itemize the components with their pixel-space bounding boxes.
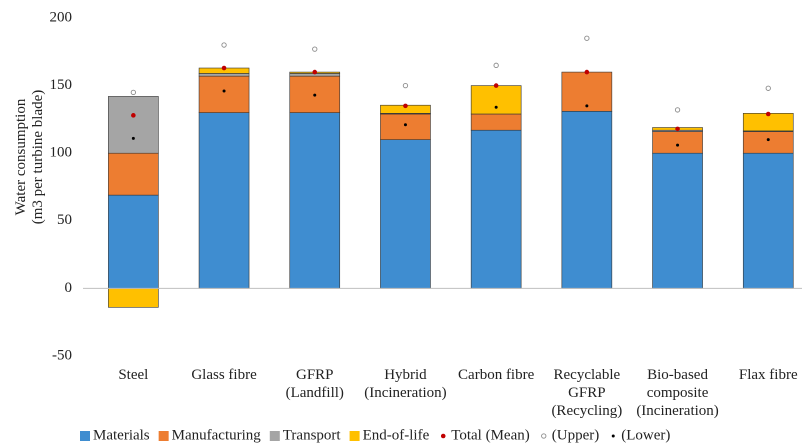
x-tick-label-line: Recyclable xyxy=(554,367,621,383)
y-tick-label: 50 xyxy=(57,212,72,228)
legend-label: Manufacturing xyxy=(172,427,262,443)
legend-swatch xyxy=(158,431,169,441)
x-tick-label-line: Flax fibre xyxy=(739,367,798,383)
x-tick-label-line: Bio-based xyxy=(647,367,708,383)
lower-point xyxy=(131,136,135,140)
bar-segment xyxy=(742,131,794,154)
legend-label: (Upper) xyxy=(552,427,599,443)
legend-swatch xyxy=(349,431,360,441)
y-tick-label: 0 xyxy=(65,280,73,296)
legend-label: (Lower) xyxy=(621,427,670,443)
legend-marker xyxy=(541,433,547,439)
lower-point xyxy=(494,105,498,109)
y-axis-label-line: (m3 per turbine blade) xyxy=(30,90,46,225)
y-axis-label-line: Water consumption xyxy=(13,98,29,215)
x-tick-label: Bio-based composite (Incineration) xyxy=(636,367,718,419)
bar-segment xyxy=(561,110,613,289)
x-tick-label: Flax fibre xyxy=(739,367,798,383)
lower-point xyxy=(766,138,770,142)
x-tick-label-line: (Landfill) xyxy=(286,385,344,401)
lower-point xyxy=(313,93,317,97)
bar-segment xyxy=(108,288,159,308)
x-tick-label: GFRP (Landfill) xyxy=(286,367,344,401)
upper-point xyxy=(493,62,499,68)
bar-segment xyxy=(470,129,522,289)
y-tick-label: 150 xyxy=(50,77,73,93)
bar-segment xyxy=(108,194,159,289)
bar-segment xyxy=(652,152,703,289)
bar-segment xyxy=(198,75,250,113)
x-tick-label-line: Hybrid xyxy=(384,367,427,383)
x-tick-label-line: GFRP xyxy=(296,367,334,383)
mean-point xyxy=(221,65,227,71)
upper-point xyxy=(765,85,771,91)
bar-segment xyxy=(108,152,159,196)
upper-point xyxy=(584,35,590,41)
y-tick-label: -50 xyxy=(52,347,72,363)
legend-marker xyxy=(611,434,615,438)
mean-point xyxy=(584,69,590,75)
bar-segment xyxy=(742,152,794,289)
legend-swatch xyxy=(269,431,280,441)
bar-segment xyxy=(198,112,250,289)
x-tick-label-line: Carbon fibre xyxy=(458,367,535,383)
legend-label: Total (Mean) xyxy=(451,427,530,443)
legend-label: Materials xyxy=(93,427,150,443)
mean-point xyxy=(675,126,680,132)
x-tick-label-line: (Incineration) xyxy=(364,385,446,401)
legend-label: End-of-life xyxy=(363,427,430,443)
bar-segment xyxy=(380,139,431,289)
x-tick-label: Steel xyxy=(118,367,148,383)
x-tick-label: Carbon fibre xyxy=(458,367,535,383)
legend-swatch xyxy=(80,431,90,441)
x-tick-label: Recyclable GFRP (Recycling) xyxy=(551,367,622,419)
x-tick-label-line: (Recycling) xyxy=(551,403,622,419)
upper-point xyxy=(312,46,318,52)
legend-marker xyxy=(440,433,446,439)
lower-point xyxy=(676,143,680,147)
lower-point xyxy=(403,123,407,127)
mean-point xyxy=(312,69,318,75)
bar-segment xyxy=(108,96,159,154)
y-tick-label: 200 xyxy=(50,9,73,25)
x-tick-label-line: Glass fibre xyxy=(191,367,257,383)
x-tick-label-line: (Incineration) xyxy=(636,403,718,419)
bar-segment xyxy=(198,73,250,77)
x-tick-label: Glass fibre xyxy=(191,367,257,383)
legend-label: Transport xyxy=(283,427,342,443)
bar-segment xyxy=(470,113,522,131)
lower-point xyxy=(222,89,226,93)
x-tick-label-line: Steel xyxy=(118,367,148,383)
y-tick-label: 100 xyxy=(50,145,73,161)
upper-point xyxy=(221,42,227,48)
upper-point xyxy=(402,82,409,89)
bar-segment xyxy=(289,112,341,289)
lower-point xyxy=(585,104,589,108)
upper-point xyxy=(674,107,681,113)
mean-point xyxy=(131,113,136,118)
x-tick-label-line: composite xyxy=(647,385,709,401)
bar-segment xyxy=(652,131,703,154)
x-tick-label: Hybrid (Incineration) xyxy=(364,367,446,401)
bar-segment xyxy=(380,113,431,140)
upper-point xyxy=(130,89,137,96)
mean-point xyxy=(403,103,408,109)
mean-point xyxy=(493,83,499,88)
x-tick-label-line: GFRP xyxy=(568,385,606,401)
bar-segment xyxy=(470,85,522,115)
y-axis-label: Water consumption(m3 per turbine blade) xyxy=(13,90,46,225)
mean-point xyxy=(765,111,771,117)
